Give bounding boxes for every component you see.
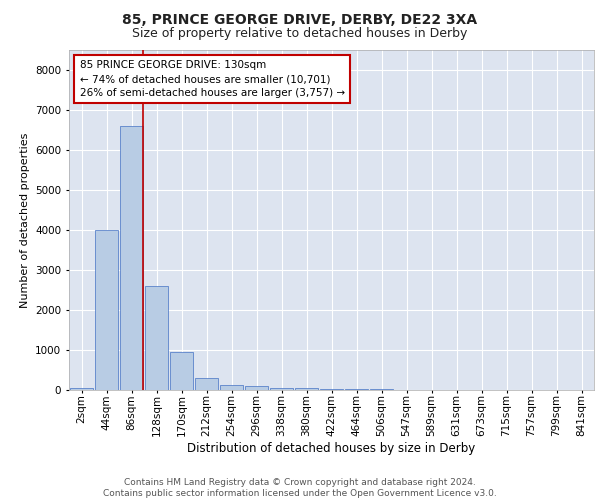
- Text: 85 PRINCE GEORGE DRIVE: 130sqm
← 74% of detached houses are smaller (10,701)
26%: 85 PRINCE GEORGE DRIVE: 130sqm ← 74% of …: [79, 60, 344, 98]
- Bar: [245, 386, 268, 390]
- Bar: [220, 385, 243, 390]
- Text: Contains HM Land Registry data © Crown copyright and database right 2024.
Contai: Contains HM Land Registry data © Crown c…: [103, 478, 497, 498]
- X-axis label: Distribution of detached houses by size in Derby: Distribution of detached houses by size …: [187, 442, 476, 455]
- Bar: [170, 352, 193, 390]
- Text: 85, PRINCE GEORGE DRIVE, DERBY, DE22 3XA: 85, PRINCE GEORGE DRIVE, DERBY, DE22 3XA: [122, 12, 478, 26]
- Bar: [70, 388, 93, 390]
- Bar: [145, 286, 168, 390]
- Bar: [295, 388, 318, 390]
- Bar: [320, 389, 343, 390]
- Bar: [270, 388, 293, 390]
- Bar: [120, 126, 143, 390]
- Text: Size of property relative to detached houses in Derby: Size of property relative to detached ho…: [133, 28, 467, 40]
- Y-axis label: Number of detached properties: Number of detached properties: [20, 132, 29, 308]
- Bar: [95, 230, 118, 390]
- Bar: [195, 378, 218, 390]
- Bar: [345, 389, 368, 390]
